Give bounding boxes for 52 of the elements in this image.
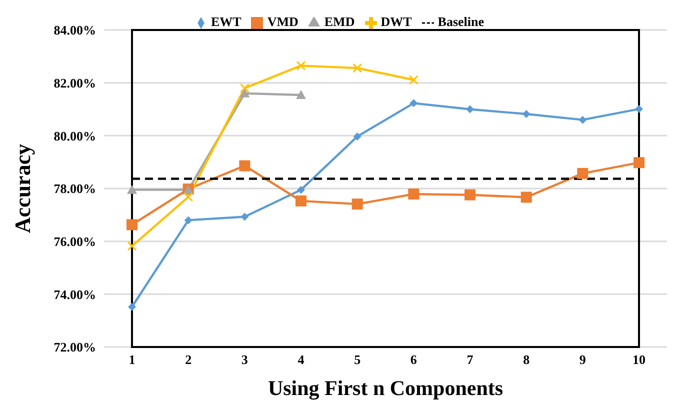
legend-label: Baseline [438,14,484,29]
point [240,83,250,93]
y-tick-label: 74.00% [54,286,96,302]
x-tick-label: 2 [185,352,192,368]
x-tick-label: 4 [298,352,305,368]
point [466,105,474,114]
legend-label: EMD [324,14,355,29]
point [408,188,420,200]
point [296,195,306,206]
point [410,99,418,108]
legend-label: EWT [210,14,242,29]
y-axis-title: Accuracy [10,144,35,234]
x-tick-label: 5 [354,352,362,368]
x-tick-label: 3 [241,352,248,368]
point [127,241,137,251]
x-tick-label: 9 [579,352,586,368]
point [522,110,530,118]
legend-label: DWT [380,14,412,29]
point [578,116,587,124]
point [464,189,476,200]
point [635,104,643,113]
x-tick-label: 1 [128,352,136,368]
point [353,132,362,140]
x-tick-label: 6 [410,352,418,368]
point [297,186,305,194]
y-tick-label: 76.00% [54,234,96,249]
point [352,63,362,73]
point [184,192,194,202]
x-tick-label: 7 [466,352,474,368]
x-tick-label: 10 [632,352,646,368]
point [240,212,249,221]
y-tick-label: 72.00% [54,340,96,355]
y-tick-label: 80.00% [54,128,96,144]
point [520,192,532,203]
y-tick-label: 82.00% [54,75,96,90]
point [128,302,136,311]
point [577,168,588,179]
point [352,198,363,210]
point [634,157,644,168]
point [127,184,137,194]
point [239,160,250,172]
legend-label: VMD [267,14,298,29]
point [240,88,250,98]
point [184,216,192,224]
y-tick-label: 78.00% [54,181,96,196]
x-axis-title: Using First n Components [268,376,504,400]
point [408,75,418,85]
y-tick-label: 84.00% [54,22,96,38]
point [296,90,306,99]
point [126,219,138,230]
point [296,60,306,70]
x-tick-label: 8 [523,352,530,368]
